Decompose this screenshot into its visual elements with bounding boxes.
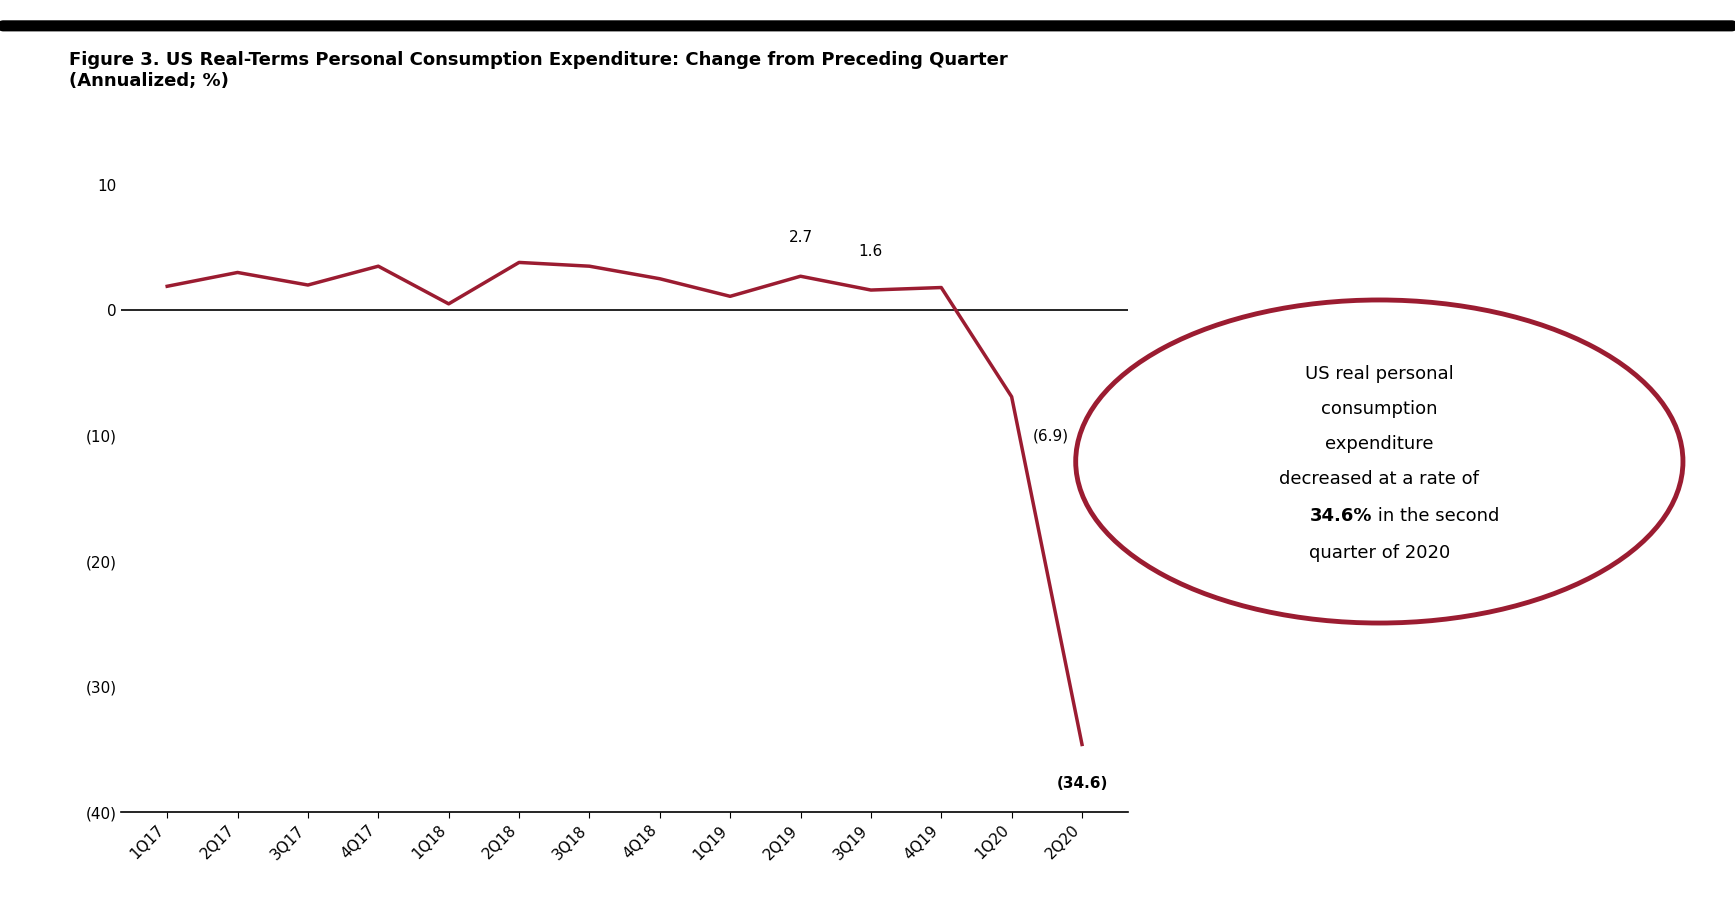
Text: US real personal: US real personal — [1305, 365, 1454, 383]
Text: quarter of 2020: quarter of 2020 — [1308, 544, 1450, 562]
Text: decreased at a rate of: decreased at a rate of — [1279, 470, 1480, 488]
Text: consumption: consumption — [1320, 400, 1438, 418]
Text: (34.6): (34.6) — [1057, 776, 1107, 791]
Text: in the second: in the second — [1372, 507, 1499, 525]
Text: 1.6: 1.6 — [859, 244, 883, 258]
Text: 2.7: 2.7 — [788, 230, 812, 245]
Text: expenditure: expenditure — [1326, 435, 1433, 453]
Text: (6.9): (6.9) — [1032, 428, 1069, 443]
Text: 34.6%: 34.6% — [1310, 507, 1372, 525]
Text: Figure 3. US Real-Terms Personal Consumption Expenditure: Change from Preceding : Figure 3. US Real-Terms Personal Consump… — [69, 51, 1008, 90]
